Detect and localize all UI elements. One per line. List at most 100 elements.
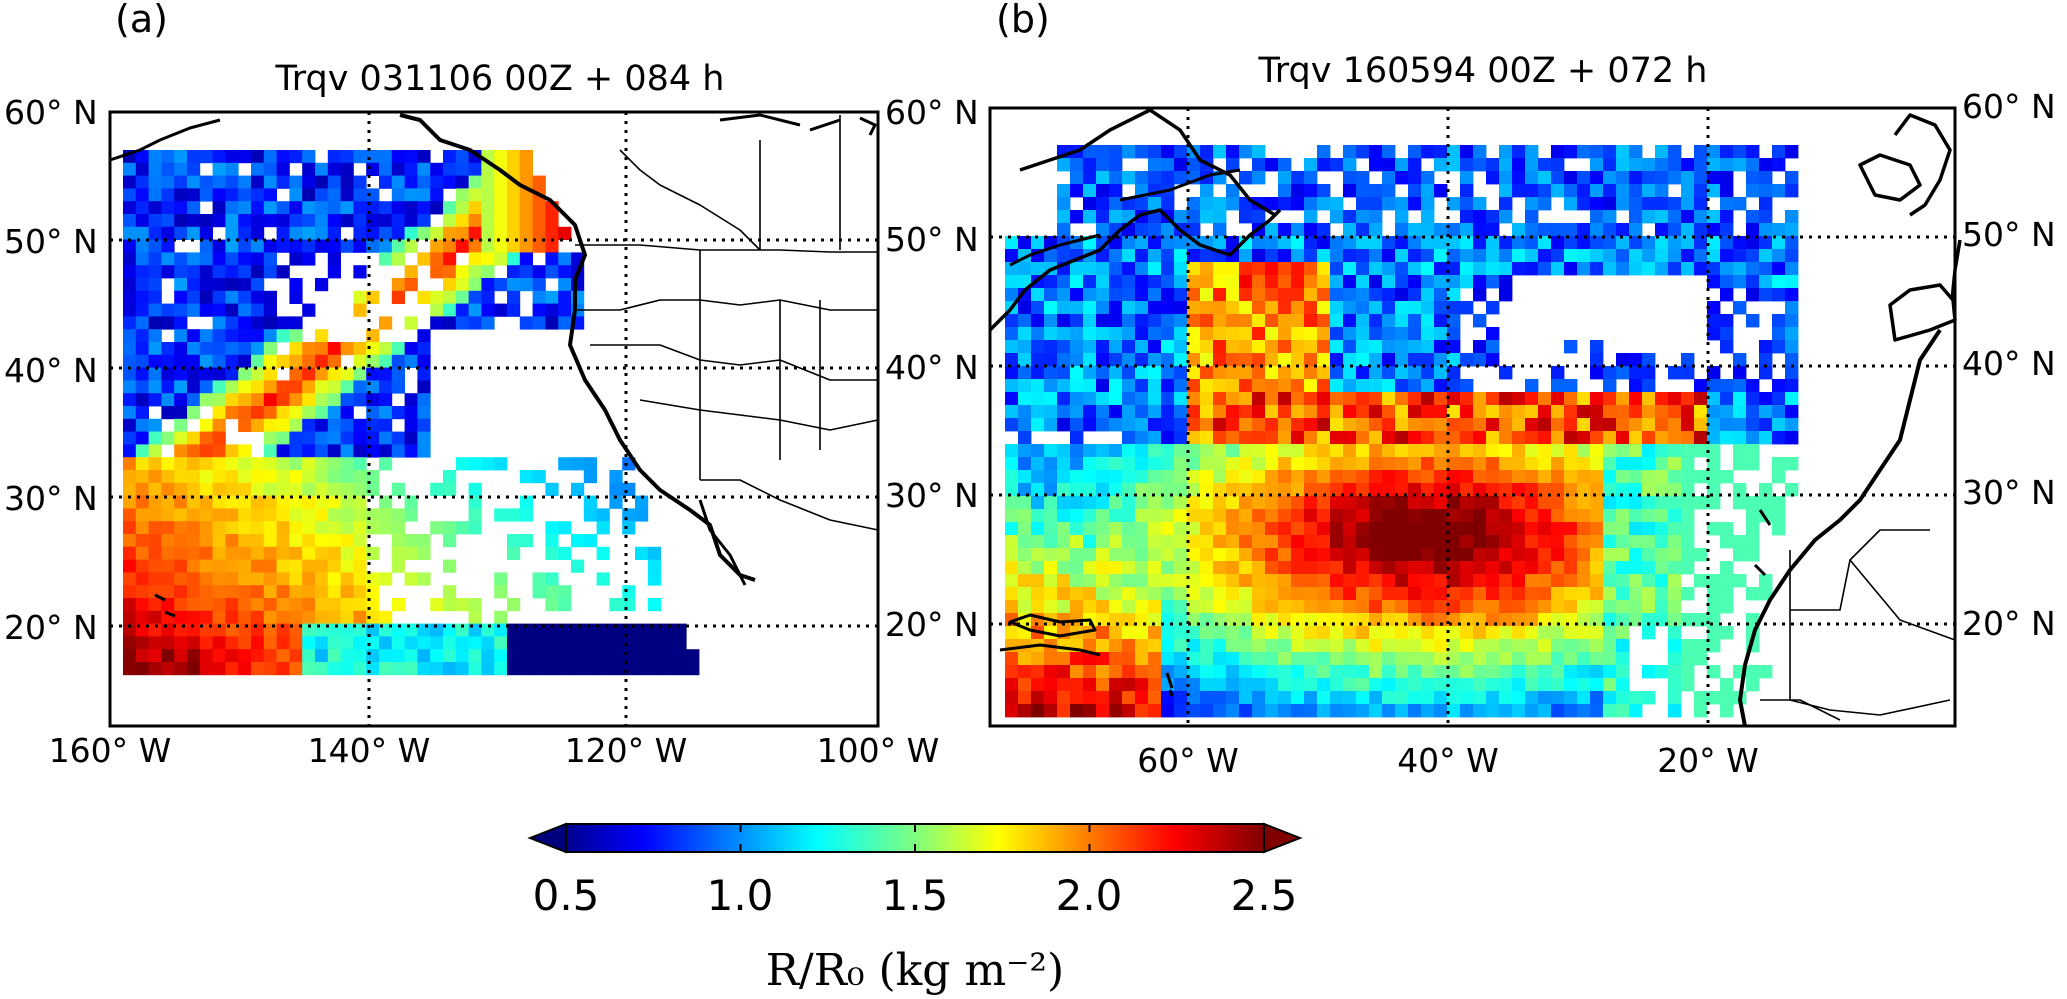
- field-cell: [1408, 379, 1422, 393]
- field-cell: [1356, 535, 1370, 549]
- field-cell: [1252, 613, 1266, 627]
- field-cell: [161, 470, 175, 484]
- field-cell: [1499, 457, 1513, 471]
- field-cell: [481, 636, 495, 650]
- field-cell: [558, 636, 572, 650]
- field-cell: [1590, 691, 1604, 705]
- field-cell: [1317, 184, 1331, 198]
- field-cell: [1681, 457, 1695, 471]
- field-cell: [1317, 509, 1331, 523]
- field-cell: [622, 636, 636, 650]
- field-cell: [1473, 314, 1487, 328]
- field-cell: [1239, 704, 1253, 718]
- field-cell: [1694, 691, 1708, 705]
- field-cell: [1694, 418, 1708, 432]
- field-cell: [1057, 366, 1071, 380]
- field-cell: [1525, 626, 1539, 640]
- field-cell: [148, 482, 162, 496]
- field-cell: [187, 572, 201, 586]
- field-cell: [1070, 288, 1084, 302]
- field-cell: [1473, 288, 1487, 302]
- field-cell: [1278, 418, 1292, 432]
- field-cell: [135, 444, 149, 458]
- field-cell: [353, 598, 367, 612]
- field-cell: [1122, 457, 1136, 471]
- field-cell: [1629, 184, 1643, 198]
- field-cell: [1720, 704, 1734, 718]
- field-cell: [225, 495, 239, 509]
- field-cell: [1603, 665, 1617, 679]
- field-cell: [1304, 483, 1318, 497]
- field-cell: [622, 585, 636, 599]
- field-cell: [1421, 392, 1435, 406]
- field-cell: [1616, 262, 1630, 276]
- field-cell: [1733, 483, 1747, 497]
- field-cell: [583, 508, 597, 522]
- field-cell: [1070, 587, 1084, 601]
- field-cell: [1174, 340, 1188, 354]
- field-cell: [532, 585, 546, 599]
- field-cell: [1343, 691, 1357, 705]
- field-cell: [1473, 587, 1487, 601]
- field-cell: [1382, 652, 1396, 666]
- field-cell: [1525, 197, 1539, 211]
- field-cell: [353, 290, 367, 304]
- field-cell: [494, 585, 508, 599]
- field-cell: [1564, 704, 1578, 718]
- field-cell: [1499, 639, 1513, 653]
- field-cell: [1226, 626, 1240, 640]
- field-cell: [1707, 483, 1721, 497]
- field-cell: [1369, 665, 1383, 679]
- field-cell: [1109, 145, 1123, 159]
- field-cell: [1577, 444, 1591, 458]
- field-cell: [1369, 626, 1383, 640]
- field-cell: [417, 546, 431, 560]
- field-cell: [1343, 678, 1357, 692]
- field-cell: [558, 226, 572, 240]
- field-cell: [443, 175, 457, 189]
- field-cell: [1174, 574, 1188, 588]
- field-cell: [315, 329, 329, 343]
- field-cell: [1291, 535, 1305, 549]
- field-cell: [302, 303, 316, 317]
- field-cell: [148, 636, 162, 650]
- field-cell: [148, 252, 162, 266]
- field-cell: [1499, 366, 1513, 380]
- field-cell: [417, 649, 431, 663]
- field-cell: [1551, 145, 1565, 159]
- field-cell: [1447, 197, 1461, 211]
- field-cell: [1109, 171, 1123, 185]
- field-cell: [1174, 158, 1188, 172]
- field-cell: [263, 649, 277, 663]
- field-cell: [315, 508, 329, 522]
- field-cell: [1330, 301, 1344, 315]
- field-cell: [1187, 678, 1201, 692]
- field-cell: [1694, 652, 1708, 666]
- panel-b-title: Trqv 160594 00Z + 072 h: [1257, 51, 1707, 91]
- field-cell: [1642, 379, 1656, 393]
- field-cell: [1590, 704, 1604, 718]
- field-cell: [1083, 496, 1097, 510]
- field-cell: [1395, 301, 1409, 315]
- field-cell: [1291, 405, 1305, 419]
- field-cell: [1421, 249, 1435, 263]
- field-cell: [161, 393, 175, 407]
- field-cell: [1421, 223, 1435, 237]
- field-cell: [1356, 288, 1370, 302]
- field-cell: [212, 278, 226, 292]
- field-cell: [1629, 223, 1643, 237]
- field-cell: [315, 175, 329, 189]
- field-cell: [1460, 223, 1474, 237]
- field-cell: [327, 559, 341, 573]
- field-cell: [1629, 236, 1643, 250]
- field-cell: [1447, 691, 1461, 705]
- field-cell: [1707, 275, 1721, 289]
- field-cell: [1538, 223, 1552, 237]
- field-cell: [1018, 379, 1032, 393]
- field-cell: [1278, 379, 1292, 393]
- field-cell: [1369, 444, 1383, 458]
- field-cell: [1213, 353, 1227, 367]
- field-cell: [1135, 678, 1149, 692]
- field-cell: [174, 278, 188, 292]
- field-cell: [212, 585, 226, 599]
